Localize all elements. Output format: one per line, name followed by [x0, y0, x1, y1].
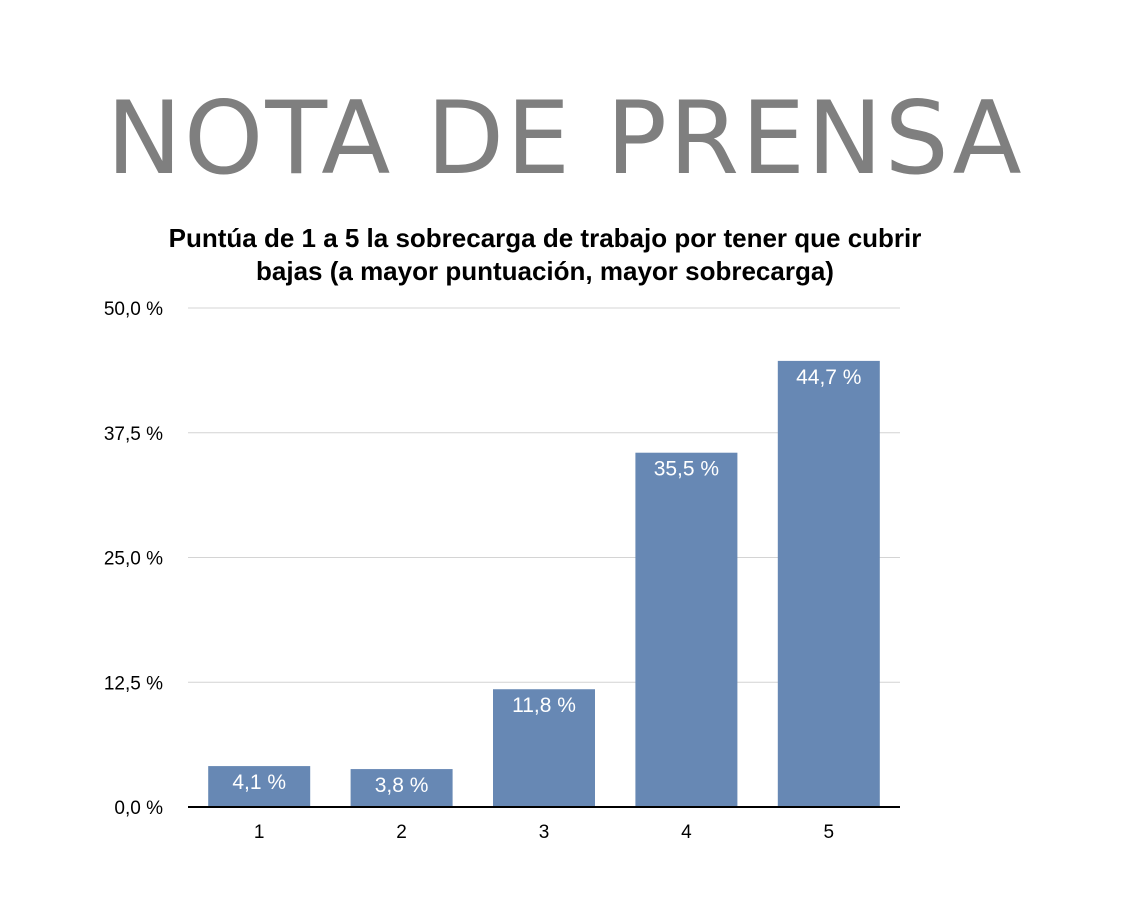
x-tick-label: 2	[396, 822, 407, 843]
y-tick-label: 0,0 %	[114, 798, 163, 819]
bar-data-label: 4,1 %	[232, 771, 286, 794]
press-release-heading: NOTA DE PRENSA	[106, 79, 1024, 197]
bar-data-label: 3,8 %	[375, 774, 429, 797]
x-tick-label: 1	[254, 822, 265, 843]
x-tick-label: 4	[681, 822, 692, 843]
x-tick-label: 3	[539, 822, 550, 843]
bar	[208, 766, 311, 807]
bar	[777, 360, 880, 807]
bar-data-label: 35,5 %	[654, 458, 719, 481]
bar-data-label: 11,8 %	[512, 694, 576, 717]
bar	[350, 769, 453, 807]
bar	[493, 689, 595, 807]
x-tick-label: 5	[824, 822, 835, 843]
y-tick-label: 37,5 %	[104, 424, 163, 445]
y-tick-label: 25,0 %	[104, 549, 163, 570]
y-tick-label: 12,5 %	[104, 673, 163, 694]
chart-title: Puntúa de 1 a 5 la sobrecarga de trabajo…	[168, 223, 922, 286]
bar-data-label: 44,7 %	[796, 366, 861, 389]
y-tick-label: 50,0 %	[104, 299, 163, 320]
bar	[635, 452, 738, 807]
